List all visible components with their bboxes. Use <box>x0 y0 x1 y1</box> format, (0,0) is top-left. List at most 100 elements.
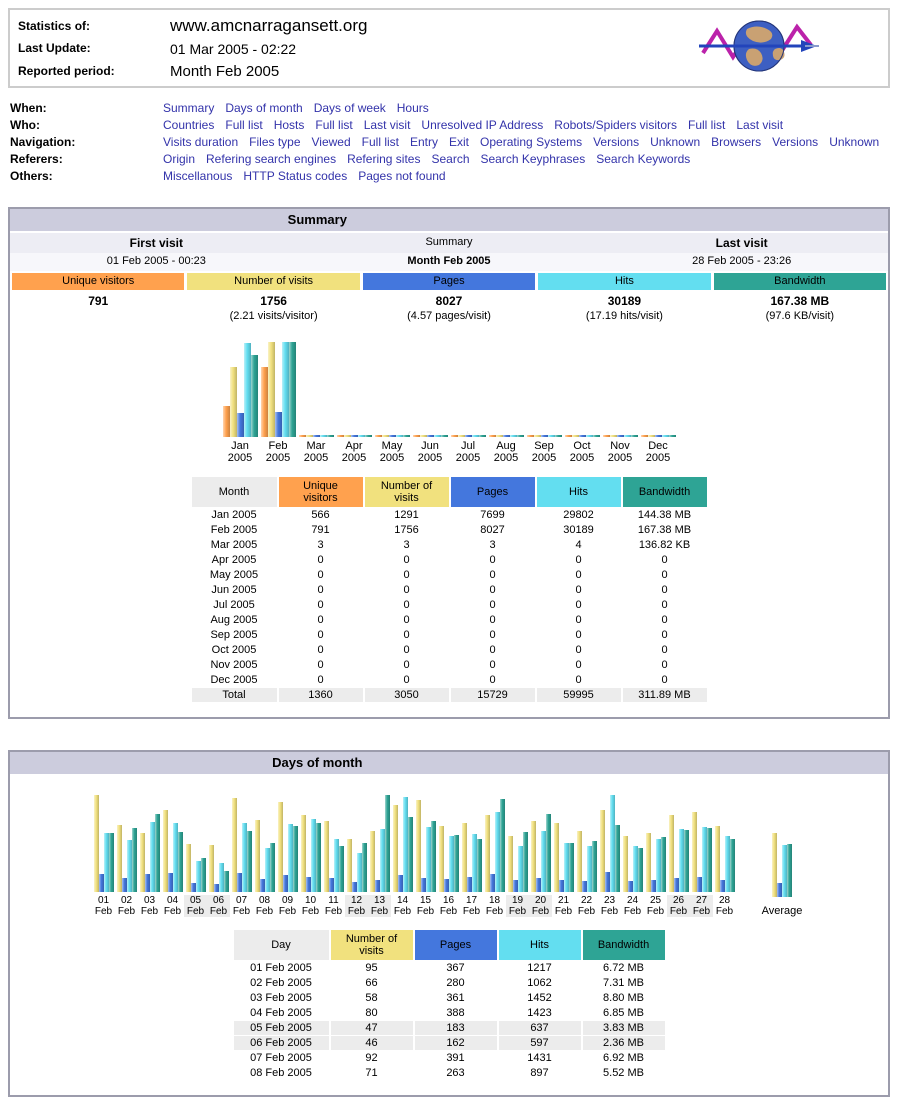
menu-link[interactable]: Search Keywords <box>596 152 690 166</box>
menu-link[interactable]: Miscellanous <box>163 169 232 183</box>
day-group: 25Feb <box>644 795 667 917</box>
chart-bar <box>641 435 648 437</box>
table-cell: 02 Feb 2005 <box>234 976 329 990</box>
menu-link[interactable]: Full list <box>362 135 399 149</box>
table-cell: 0 <box>451 658 535 672</box>
menu-link[interactable]: Full list <box>225 118 262 132</box>
menu-link[interactable]: Exit <box>449 135 469 149</box>
menu-link[interactable]: Viewed <box>312 135 351 149</box>
menu-link[interactable]: Entry <box>410 135 438 149</box>
table-cell: 0 <box>537 598 621 612</box>
menu-link[interactable]: Pages not found <box>358 169 445 183</box>
table-header-row: DayNumber of visitsPagesHitsBandwidth <box>234 930 665 960</box>
menu-link[interactable]: Browsers <box>711 135 761 149</box>
day-group: 11Feb <box>322 795 345 917</box>
menu-link[interactable]: Unknown <box>650 135 700 149</box>
summary-dates-row: 01 Feb 2005 - 00:23 Month Feb 2005 28 Fe… <box>10 253 888 271</box>
day-bars <box>416 795 436 892</box>
chart-bar <box>624 435 631 437</box>
menu-link[interactable]: Last visit <box>364 118 411 132</box>
day-bars <box>623 795 643 892</box>
chart-bar <box>496 435 503 437</box>
menu-link[interactable]: Full list <box>315 118 352 132</box>
menu-link[interactable]: Operating Systems <box>480 135 582 149</box>
day-label: 27Feb <box>690 895 713 917</box>
menu-link[interactable]: Summary <box>163 101 214 115</box>
table-cell: 6.85 MB <box>583 1006 665 1020</box>
menu-link[interactable]: Search Keyphrases <box>481 152 586 166</box>
month-group: Sep2005 <box>525 342 563 464</box>
day-label: 14Feb <box>391 895 414 917</box>
chart-bar <box>610 435 617 437</box>
day-bars <box>531 795 551 892</box>
chart-bar <box>420 435 427 437</box>
table-cell: 07 Feb 2005 <box>234 1051 329 1065</box>
day-bars <box>209 795 229 892</box>
menu-link[interactable]: Hosts <box>274 118 305 132</box>
chart-bar <box>132 828 137 892</box>
column-header: Pages <box>415 930 497 960</box>
menu-link[interactable]: Days of week <box>314 101 386 115</box>
menu-link[interactable]: Countries <box>163 118 214 132</box>
table-row: Jun 200500000 <box>192 583 707 597</box>
table-cell: 04 Feb 2005 <box>234 1006 329 1020</box>
chart-bar <box>316 823 321 892</box>
menu-link[interactable]: Versions <box>593 135 639 149</box>
report-menu: When:SummaryDays of monthDays of weekHou… <box>8 101 890 183</box>
menu-link[interactable]: Search <box>431 152 469 166</box>
last-visit-label: Last visit <box>595 233 888 253</box>
day-bars <box>554 795 574 892</box>
menu-link[interactable]: Refering sites <box>347 152 420 166</box>
table-cell: 7699 <box>451 508 535 522</box>
menu-links: Countries Full list Hosts Full list Last vis… <box>163 118 890 132</box>
menu-link[interactable]: Files type <box>249 135 300 149</box>
table-cell: 3 <box>451 538 535 552</box>
table-cell: 0 <box>537 658 621 672</box>
table-cell: 1217 <box>499 961 581 975</box>
menu-link[interactable]: Days of month <box>225 101 302 115</box>
menu-link[interactable]: Full list <box>688 118 725 132</box>
menu-link[interactable]: Unknown <box>829 135 879 149</box>
table-cell: 58 <box>331 991 413 1005</box>
menu-link[interactable]: Versions <box>772 135 818 149</box>
table-cell: Dec 2005 <box>192 673 277 687</box>
menu-link[interactable]: HTTP Status codes <box>243 169 347 183</box>
day-bars <box>301 795 321 892</box>
table-cell: 0 <box>279 628 363 642</box>
summary-period: Month Feb 2005 <box>303 253 596 271</box>
day-label: 16Feb <box>437 895 460 917</box>
table-row: Mar 20053334136.82 KB <box>192 538 707 552</box>
menu-link[interactable]: Origin <box>163 152 195 166</box>
chart-bar <box>555 435 562 437</box>
table-cell: 3050 <box>365 688 449 702</box>
day-group: 27Feb <box>690 795 713 917</box>
menu-link[interactable]: Hours <box>397 101 429 115</box>
menu-link[interactable]: Robots/Spiders visitors <box>554 118 677 132</box>
first-visit-label: First visit <box>10 233 303 253</box>
month-label: Sep2005 <box>532 440 556 464</box>
menu-link[interactable]: Refering search engines <box>206 152 336 166</box>
monthly-history-table: MonthUnique visitorsNumber of visitsPage… <box>190 476 709 703</box>
day-label: 20Feb <box>529 895 552 917</box>
menu-link[interactable]: Unresolved IP Address <box>421 118 543 132</box>
chart-bar <box>669 435 676 437</box>
day-bars <box>669 795 689 892</box>
chart-bar <box>503 435 510 437</box>
last-update-label: Last Update: <box>18 37 170 59</box>
chart-bar <box>299 435 306 437</box>
menu-row: Others:MiscellanousHTTP Status codesPage… <box>10 169 890 183</box>
chart-bar <box>527 435 534 437</box>
chart-bar <box>337 435 344 437</box>
day-group: 13Feb <box>368 795 391 917</box>
month-group: Aug2005 <box>487 342 525 464</box>
menu-link[interactable]: Last visit <box>736 118 783 132</box>
day-group: 09Feb <box>276 795 299 917</box>
menu-link[interactable]: Visits duration <box>163 135 238 149</box>
table-cell: 367 <box>415 961 497 975</box>
table-cell: Nov 2005 <box>192 658 277 672</box>
metric-value: 791 <box>12 294 184 309</box>
table-row: Oct 200500000 <box>192 643 707 657</box>
table-cell: 391 <box>415 1051 497 1065</box>
chart-bar <box>517 435 524 437</box>
day-group: 17Feb <box>460 795 483 917</box>
